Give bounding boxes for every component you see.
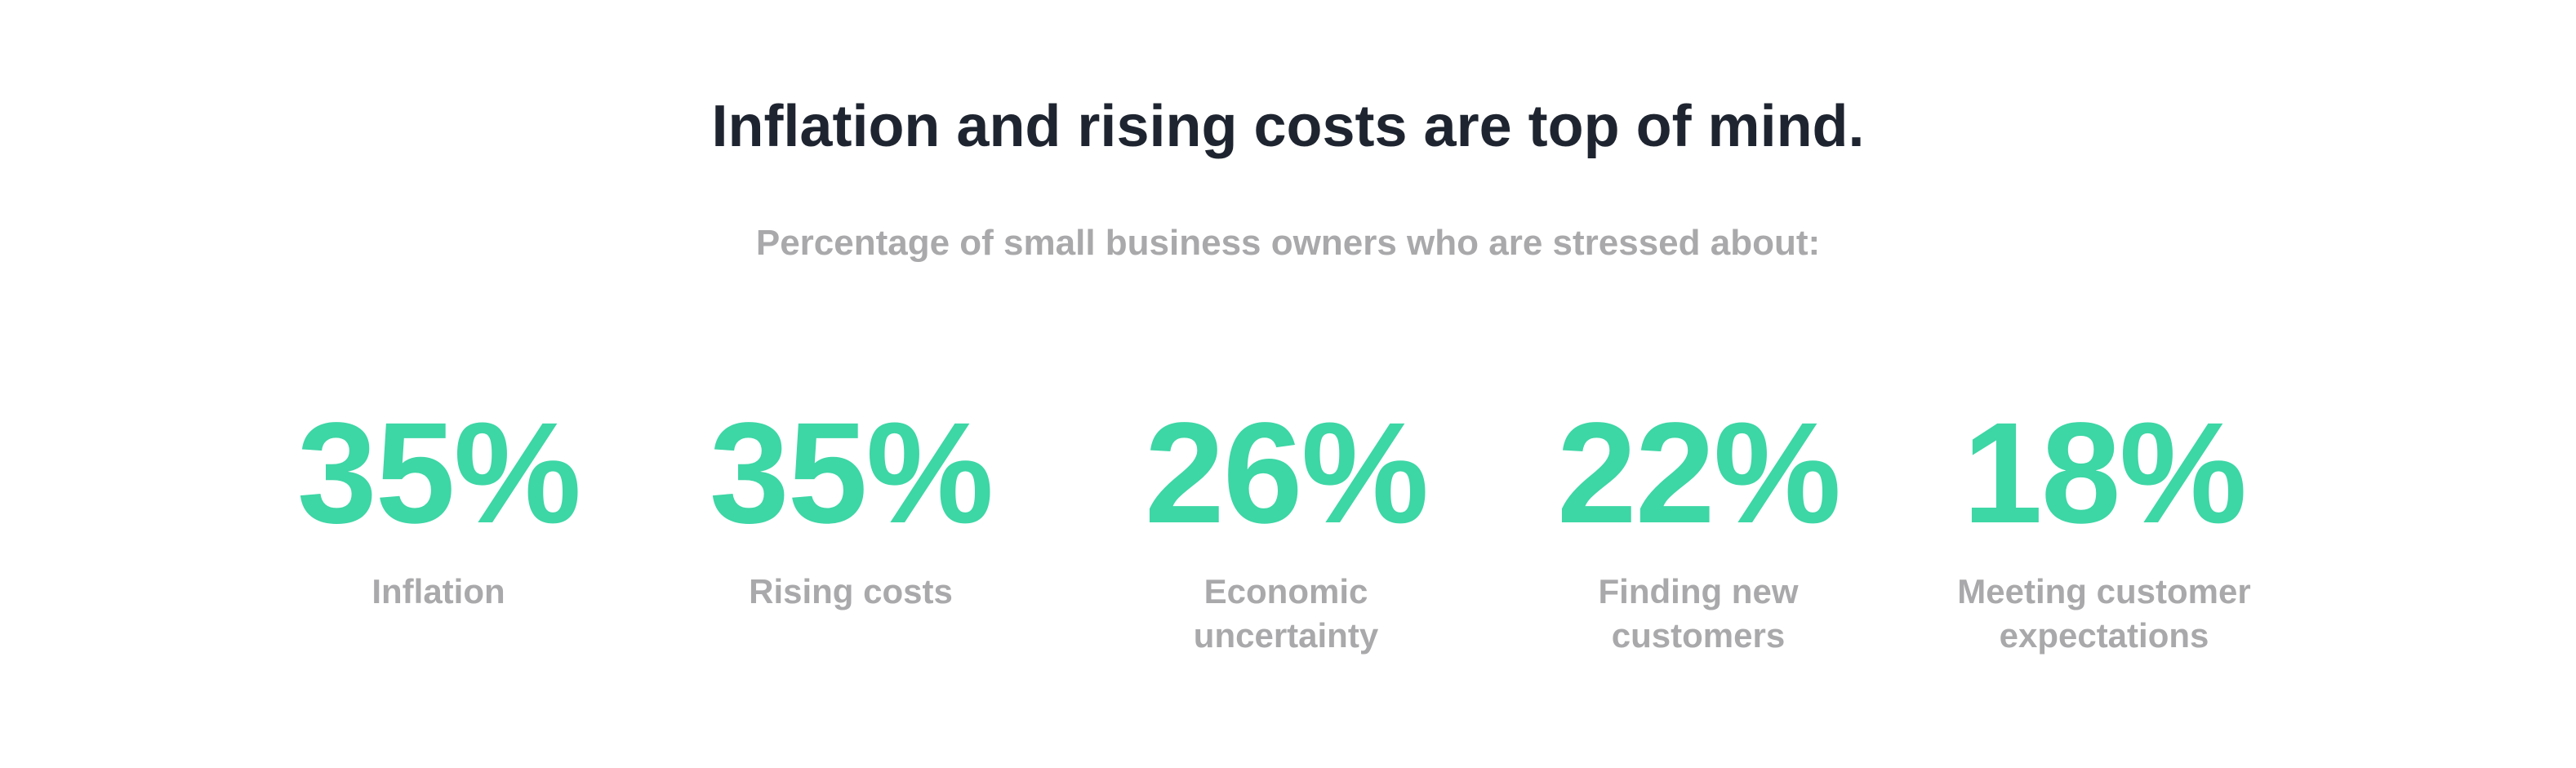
subtitle: Percentage of small business owners who …	[755, 223, 1821, 263]
stat-label: Finding new customers	[1598, 572, 1799, 655]
stat-label: Rising costs	[749, 572, 953, 610]
stat-value: 35%	[709, 393, 994, 553]
stat-item: 35% Inflation	[251, 400, 626, 614]
stat-value: 26%	[1144, 393, 1429, 553]
stat-value: 18%	[1962, 393, 2247, 553]
stat-label: Inflation	[371, 572, 505, 610]
title: Inflation and rising costs are top of mi…	[711, 94, 1865, 159]
stat-item: 18% Meeting customer expectations	[1916, 400, 2292, 658]
stat-item: 22% Finding new customers	[1510, 400, 1886, 658]
stat-label: Economic uncertainty	[1193, 572, 1379, 655]
stat-item: 35% Rising costs	[663, 400, 1039, 614]
stat-value: 22%	[1556, 393, 1841, 553]
stat-label: Meeting customer expectations	[1957, 572, 2251, 655]
stat-value: 35%	[296, 393, 581, 553]
stat-item: 26% Economic uncertainty	[1098, 400, 1474, 658]
